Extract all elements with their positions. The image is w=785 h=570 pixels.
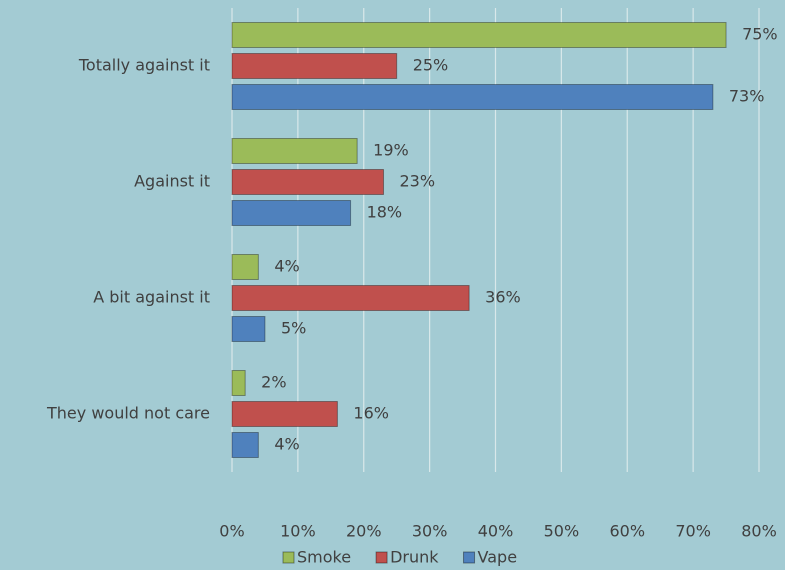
value-label: 2% bbox=[261, 373, 286, 392]
bar bbox=[231, 254, 259, 280]
legend-swatch bbox=[375, 551, 388, 564]
x-tick-label: 30% bbox=[412, 522, 448, 541]
value-label: 5% bbox=[281, 319, 306, 338]
x-tick-label: 70% bbox=[675, 522, 711, 541]
x-tick-label: 80% bbox=[741, 522, 777, 541]
bar bbox=[231, 370, 246, 396]
bar bbox=[231, 138, 358, 164]
x-tick-label: 10% bbox=[280, 522, 316, 541]
value-label: 25% bbox=[413, 56, 449, 75]
x-tick-label: 20% bbox=[346, 522, 382, 541]
bar bbox=[231, 169, 385, 195]
x-tick-label: 0% bbox=[219, 522, 244, 541]
value-label: 4% bbox=[274, 435, 299, 454]
legend-label: Vape bbox=[478, 548, 518, 567]
y-tick-label: Totally against it bbox=[78, 56, 210, 75]
value-label: 73% bbox=[729, 87, 765, 106]
bar bbox=[231, 401, 338, 427]
y-tick-label: Against it bbox=[134, 172, 210, 191]
legend-label: Smoke bbox=[297, 548, 351, 567]
x-tick-label: 50% bbox=[544, 522, 580, 541]
bar bbox=[231, 84, 714, 110]
value-label: 4% bbox=[274, 257, 299, 276]
x-tick-label: 60% bbox=[609, 522, 645, 541]
legend-swatch bbox=[282, 551, 295, 564]
bar bbox=[231, 285, 470, 311]
y-tick-label: A bit against it bbox=[93, 288, 210, 307]
bar bbox=[231, 22, 727, 48]
x-tick-label: 40% bbox=[478, 522, 514, 541]
bar bbox=[231, 53, 398, 79]
bar bbox=[231, 432, 259, 458]
value-label: 19% bbox=[373, 141, 409, 160]
bar bbox=[231, 316, 266, 342]
value-label: 36% bbox=[485, 288, 521, 307]
y-tick-label: They would not care bbox=[46, 404, 210, 423]
bar bbox=[231, 200, 352, 226]
value-label: 23% bbox=[400, 172, 436, 191]
value-label: 16% bbox=[353, 404, 389, 423]
legend-swatch bbox=[463, 551, 476, 564]
legend-label: Drunk bbox=[390, 548, 439, 567]
value-label: 18% bbox=[367, 203, 403, 222]
value-label: 75% bbox=[742, 25, 778, 44]
